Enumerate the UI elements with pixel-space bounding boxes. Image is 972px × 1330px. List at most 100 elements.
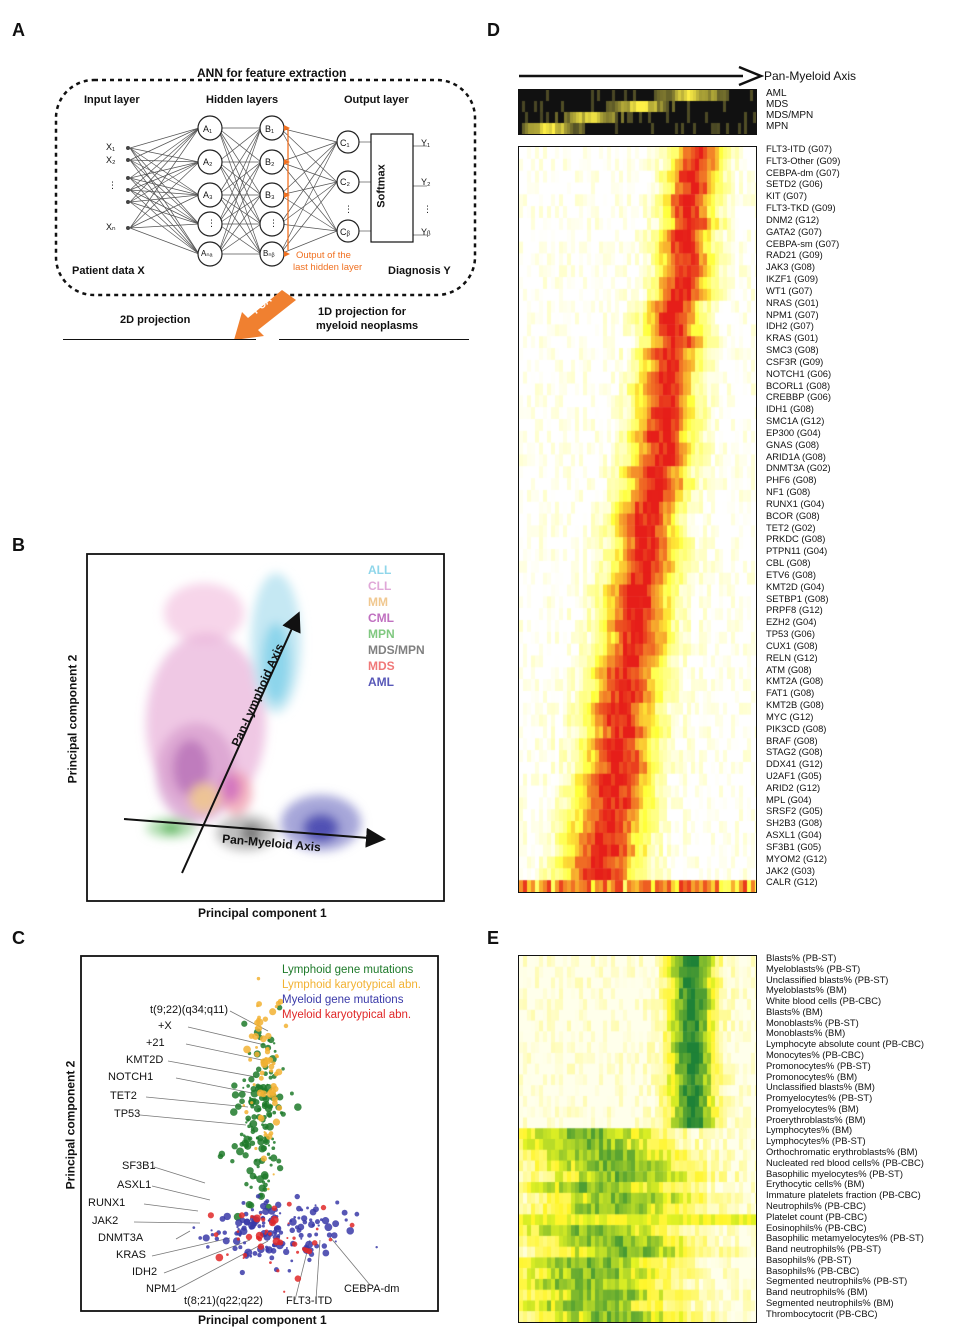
mutation-point [242, 1252, 248, 1258]
leader-line [175, 1077, 253, 1094]
mutation-point [267, 1112, 273, 1118]
gene-label: MYOM2 (G12) [766, 852, 827, 864]
leader-line [167, 1060, 257, 1078]
edge [129, 147, 200, 163]
mutation-point [268, 1231, 272, 1236]
gene-label: CBL (G08) [766, 557, 811, 569]
node-bdots: ⋮ [269, 218, 278, 228]
input-node [126, 158, 130, 162]
gene-label: RELN (G12) [766, 651, 818, 663]
mutation-point [344, 1218, 348, 1222]
feature-label: Monoblasts% (PB-ST) [766, 1016, 859, 1028]
gene-label: ETV6 (G08) [766, 568, 817, 580]
mutation-point [291, 1241, 298, 1247]
output-note-2: last hidden layer [293, 262, 363, 273]
panel-c-xlabel: Principal component 1 [198, 1313, 327, 1327]
mutation-point [214, 1236, 220, 1241]
mutation-point [307, 1232, 312, 1238]
gene-label: WT1 (G07) [766, 284, 813, 296]
mut-label: NOTCH1 [108, 1071, 154, 1083]
mutation-point [253, 1214, 261, 1223]
mut-label: NPM1 [146, 1283, 177, 1295]
mutation-point [242, 1086, 245, 1089]
mutation-point [297, 1216, 301, 1220]
node-x2: X₂ [106, 155, 116, 165]
mut-label: IDH2 [132, 1266, 158, 1278]
edge [129, 127, 200, 191]
mutation-point [192, 1226, 196, 1229]
hidden-node [197, 115, 223, 141]
gene-label: FLT3-Other (G09) [766, 154, 841, 166]
clinical-feature-heatmap [518, 955, 757, 1323]
mutation-point [294, 1193, 300, 1200]
mutation-point [275, 1201, 282, 1209]
gene-label: SF3B1 (G05) [766, 840, 822, 852]
mut-label: DNMT3A [98, 1232, 144, 1244]
mutation-point [210, 1229, 213, 1232]
mutation-point [272, 1118, 281, 1126]
feature-label: Segmented neutrophils% (PB-ST) [766, 1275, 908, 1287]
mutation-point [283, 1290, 286, 1293]
mutation-point [248, 1096, 252, 1100]
pca-arrow [234, 290, 296, 340]
gene-label: SMC1A (G12) [766, 415, 825, 427]
gene-label: RUNX1 (G04) [766, 497, 825, 509]
mutation-point [230, 1159, 235, 1164]
edge [279, 230, 338, 255]
mutation-point [249, 1185, 253, 1189]
mutation-point [250, 1129, 256, 1135]
legend-lymphoid-gene: Lymphoid gene mutations [282, 964, 414, 976]
gene-label: STAG2 (G08) [766, 746, 823, 758]
mutation-point [238, 1090, 246, 1098]
mutation-point [257, 1243, 265, 1250]
gene-label: JAK2 (G03) [766, 864, 815, 876]
proj2d-label: 2D projection [120, 314, 191, 326]
mutation-point [268, 1087, 277, 1096]
gene-label: DDX41 (G12) [766, 758, 823, 770]
gene-label: MYC (G12) [766, 710, 814, 722]
mutation-point [253, 1099, 260, 1106]
density-blob [303, 814, 339, 842]
mutation-point [321, 1217, 330, 1225]
mutation-point [346, 1227, 354, 1235]
mutation-point [231, 1091, 240, 1099]
orange-arrow-head [284, 251, 290, 257]
mutation-point [287, 1269, 292, 1273]
softmax-label: Softmax [375, 164, 388, 208]
edge [279, 223, 338, 232]
panel-d-axis-title: Pan-Myeloid Axis [764, 69, 857, 83]
mutation-point [287, 1222, 290, 1225]
feature-label: Lymphocytes% (PB-ST) [766, 1135, 866, 1147]
mutation-point [296, 1227, 302, 1233]
pan-myeloid-axis-arrow [123, 818, 386, 848]
gene-label: ARID2 (G12) [766, 781, 821, 793]
mut-label: SF3B1 [122, 1160, 156, 1172]
mutation-point [255, 1024, 263, 1032]
gene-label: BCOR (G08) [766, 509, 820, 521]
gene-label: DNMT3A (G02) [766, 462, 831, 474]
feature-label: Immature platelets fraction (PB-CBC) [766, 1189, 921, 1201]
edge [279, 127, 338, 143]
mutation-point [266, 1122, 274, 1131]
mutation-point [250, 1208, 255, 1212]
mutation-point [252, 1083, 256, 1087]
gene-label: PRKDC (G08) [766, 533, 826, 545]
gene-label: KIT (G07) [766, 190, 807, 202]
feature-label: Lymphocytes% (BM) [766, 1124, 853, 1136]
mutation-point [268, 1075, 273, 1080]
feature-label: Basophils% (PB-ST) [766, 1253, 852, 1265]
mutation-point [231, 1082, 238, 1089]
mutation-point [242, 1104, 246, 1107]
edge [129, 159, 200, 163]
gene-label: IKZF1 (G09) [766, 273, 819, 285]
mutation-point [281, 1067, 285, 1071]
mutation-point [277, 998, 284, 1005]
hidden-node [197, 149, 223, 175]
node-a1: A₁ [203, 124, 213, 134]
ann-title: ANN for feature extraction [197, 66, 347, 80]
group-label: MPN [766, 121, 789, 132]
feature-label: Myeloblasts% (PB-ST) [766, 962, 861, 974]
node-a3: A₃ [203, 190, 213, 200]
patient-data-label: Patient data X [72, 265, 145, 277]
leader-line [145, 1096, 249, 1108]
